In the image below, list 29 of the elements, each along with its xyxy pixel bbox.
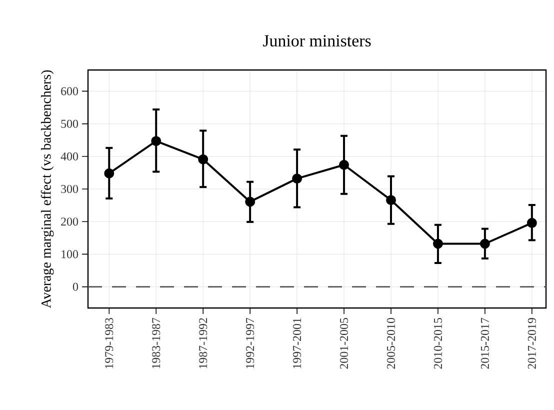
x-tick-label: 1979-1983	[105, 318, 114, 368]
y-tick-label: 500	[61, 120, 78, 128]
y-tick-label: 600	[61, 87, 78, 96]
chart-title: Junior ministers	[263, 35, 371, 47]
x-tick-label: 2005-2010	[386, 318, 396, 369]
x-tick-label: 1997-2001	[293, 318, 302, 368]
point	[526, 218, 537, 228]
x-tick-label: 2017-2019	[528, 318, 536, 369]
point	[480, 238, 490, 249]
point	[386, 195, 396, 206]
point	[292, 174, 302, 184]
x-tick-label: 1992-1997	[246, 318, 254, 368]
y-tick-label: 300	[61, 184, 78, 194]
y-tick-label: 200	[61, 218, 78, 226]
y-tick-label: 400	[60, 152, 78, 160]
point	[198, 154, 208, 164]
y-axis-title: Average marginal effect (vs backbenchers)	[40, 70, 54, 308]
x-tick-label: 2001-2005	[340, 318, 348, 369]
point	[432, 238, 443, 249]
point	[245, 196, 256, 207]
x-tick-label: 1987-1992	[199, 318, 208, 368]
point	[104, 168, 114, 178]
point	[339, 160, 350, 170]
y-tick-label: 0	[72, 282, 78, 291]
x-tick-label: 2015-2017	[480, 318, 489, 369]
y-tick-label: 100	[62, 250, 78, 258]
x-tick-label: 2010-2015	[434, 318, 442, 369]
point	[151, 136, 162, 146]
x-tick-label: 1983-1987	[152, 318, 160, 368]
